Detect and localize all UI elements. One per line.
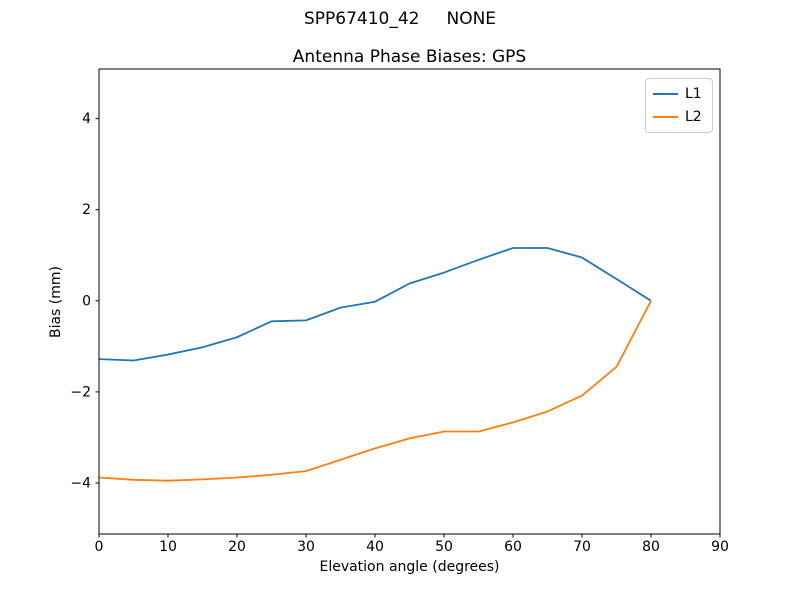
legend-line-swatch-l2 bbox=[653, 116, 678, 118]
x-tick-label: 90 bbox=[711, 539, 729, 555]
y-tick-label: −4 bbox=[70, 475, 91, 491]
legend-item-l1: L1 bbox=[653, 84, 705, 104]
x-tick-label: 60 bbox=[504, 539, 522, 555]
x-tick-label: 40 bbox=[366, 539, 384, 555]
figure-suptitle: SPP67410_42 NONE bbox=[303, 9, 497, 29]
legend-label-l1: L1 bbox=[685, 86, 702, 102]
legend-label-l2: L2 bbox=[685, 109, 702, 125]
y-tick-label: −2 bbox=[70, 384, 91, 400]
x-tick-label: 80 bbox=[642, 539, 660, 555]
x-tick-label: 0 bbox=[95, 539, 104, 555]
x-tick-label: 10 bbox=[159, 539, 177, 555]
axes-frame bbox=[98, 68, 721, 535]
legend-item-l2: L2 bbox=[653, 107, 705, 127]
line-l1 bbox=[98, 247, 652, 362]
x-tick-label: 70 bbox=[573, 539, 591, 555]
y-tick-label: 0 bbox=[82, 293, 91, 309]
x-tick-label: 20 bbox=[228, 539, 246, 555]
legend-line-swatch-l1 bbox=[653, 93, 678, 95]
x-tick-label: 50 bbox=[435, 539, 453, 555]
line-l2 bbox=[98, 300, 652, 482]
axes-title: Antenna Phase Biases: GPS bbox=[292, 47, 527, 67]
x-tick-label: 30 bbox=[297, 539, 315, 555]
legend: L1 L2 bbox=[645, 78, 713, 133]
x-axis-label: Elevation angle (degrees) bbox=[319, 559, 500, 575]
y-tick-label: 4 bbox=[82, 111, 91, 127]
y-axis-label: Bias (mm) bbox=[48, 265, 64, 339]
y-tick-label: 2 bbox=[82, 202, 91, 218]
